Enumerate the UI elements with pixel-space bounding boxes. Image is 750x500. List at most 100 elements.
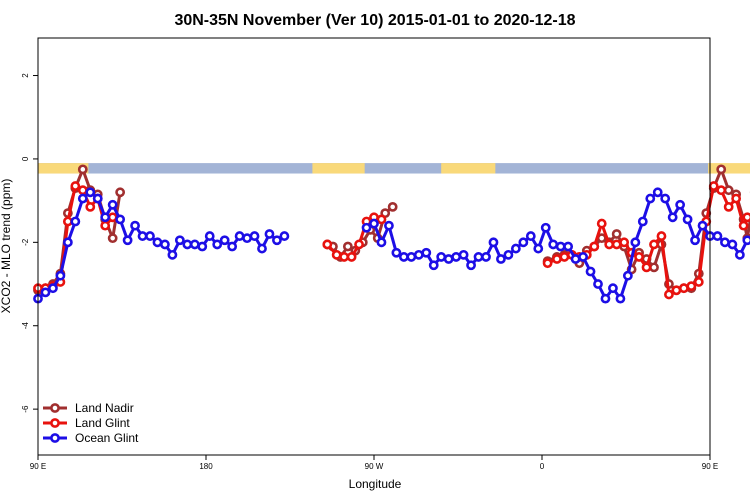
land-band-2 (441, 163, 496, 174)
series-2-point-0-21 (189, 239, 200, 250)
series-2-point-0-13 (130, 220, 140, 231)
legend-label-0: Land Nadir (75, 401, 134, 415)
series-2-point-1-19 (503, 249, 514, 260)
chart-title: 30N-35N November (Ver 10) 2015-01-01 to … (174, 12, 575, 29)
series-1-point-2-26 (738, 220, 749, 231)
series-1-point-2-13 (641, 262, 652, 273)
series-1-point-2-10 (619, 237, 630, 248)
y-axis: 2 0 -2 -4 -6 (21, 73, 38, 413)
series-0-point-0-10 (107, 233, 118, 244)
legend-marker-2 (50, 433, 60, 443)
series-0-point-1-9 (387, 201, 398, 212)
series-2-point-1-33 (608, 283, 618, 294)
series-2-point-0-16 (152, 237, 163, 248)
series-1-point-2-22 (708, 181, 719, 191)
series-1-point-2-24 (723, 201, 734, 212)
y-tick-label-4: -6 (21, 405, 30, 413)
series-2-point-1-11 (443, 254, 454, 264)
series-2-point-1-18 (496, 254, 506, 264)
series-1-point-2-0 (542, 258, 553, 269)
series-2-point-1-44 (690, 235, 700, 246)
series-0-point-2-24 (723, 185, 734, 196)
series-1-point-2-15 (656, 231, 667, 241)
series-2-point-1-15 (473, 252, 484, 262)
series-2-point-1-47 (712, 231, 723, 241)
series-2-point-1-24 (540, 222, 551, 233)
series-2-point-1-42 (675, 199, 686, 210)
series-1-point-2-8 (604, 239, 615, 250)
series-2-point-1-36 (630, 237, 641, 248)
series-2-point-0-1 (40, 287, 51, 298)
ocean-band (38, 163, 710, 174)
series-2-point-0-10 (107, 199, 118, 210)
series-2-point-1-37 (637, 216, 648, 227)
series-1-point-2-12 (634, 252, 644, 262)
series-2-point-0-11 (115, 214, 126, 225)
series-2-point-0-32 (272, 235, 282, 246)
y-tick-label-2: -2 (21, 238, 30, 246)
series-2-point-1-40 (660, 193, 671, 204)
series-2-point-1-20 (510, 243, 521, 254)
x-tick-label-2: 90 W (365, 462, 384, 471)
series-0-point-0-11 (115, 187, 126, 198)
legend-label-1: Land Glint (75, 416, 130, 430)
series-2-point-0-9 (100, 212, 111, 223)
series-2-point-1-14 (466, 260, 476, 271)
series-1-point-0-5 (70, 181, 81, 191)
series-2-point-1-13 (458, 249, 469, 260)
series-2-point-1-6 (406, 252, 417, 262)
series-2-point-1-32 (600, 293, 611, 304)
series-1-point-2-27 (742, 212, 750, 223)
series-2-point-0-27 (234, 231, 245, 241)
series-2-point-0-30 (257, 243, 267, 254)
series-1-point-2-23 (716, 185, 727, 196)
x-axis-label: Longitude (349, 477, 402, 491)
series-2-point-1-45 (697, 220, 708, 231)
series-1-point-2-2 (559, 252, 570, 262)
series-0-point-2-9 (611, 229, 622, 239)
series-2-point-1-8 (421, 247, 432, 258)
series-2-point-1-38 (645, 193, 656, 204)
series-2-point-0-22 (197, 241, 208, 252)
series-2-point-1-31 (593, 279, 603, 289)
series-2-point-0-31 (264, 229, 275, 239)
series-1-point-2-19 (686, 281, 697, 292)
series-2-point-0-3 (55, 270, 66, 281)
series-2-point-0-23 (204, 231, 215, 241)
series-2-point-1-43 (682, 214, 693, 225)
series-2-point-1-17 (488, 237, 499, 248)
landmask-strip (38, 163, 750, 174)
series-2-point-1-35 (622, 270, 633, 281)
series-2-point-0-19 (174, 235, 185, 246)
series-1-point-0-4 (62, 216, 73, 227)
series-0-point-0-6 (77, 164, 88, 175)
series-0-point-2-23 (716, 164, 727, 175)
series-2-point-0-2 (48, 283, 58, 294)
series-2-point-1-49 (727, 239, 738, 250)
series-1-point-1-1 (331, 249, 342, 260)
series-2-point-0-18 (167, 249, 178, 260)
legend-marker-1 (50, 418, 60, 428)
series-2-point-0-6 (77, 193, 88, 204)
land-band-0 (38, 163, 89, 174)
series-2-point-0-15 (145, 231, 155, 241)
series-2-point-1-16 (481, 252, 491, 262)
y-tick-label-1: 0 (21, 156, 30, 161)
land-band-1 (312, 163, 365, 174)
series-2-point-0-33 (279, 231, 290, 241)
y-tick-label-0: 2 (21, 73, 30, 78)
series-2-point-0-12 (122, 235, 133, 246)
series-1-point-1-2 (339, 252, 350, 262)
series-2-point-1-25 (548, 239, 559, 250)
series-2-point-1-5 (398, 252, 409, 262)
x-tick-label-3: 0 (540, 462, 545, 471)
series-layer (33, 164, 750, 304)
series-2-point-0-8 (92, 193, 103, 204)
series-2-point-1-50 (734, 249, 745, 260)
legend-marker-0 (50, 403, 60, 413)
series-2-point-1-34 (615, 293, 626, 304)
series-0-point-2-14 (649, 262, 659, 273)
x-tick-label-1: 180 (199, 462, 213, 471)
series-1-point-1-3 (346, 252, 357, 262)
series-2-point-1-22 (525, 231, 536, 241)
